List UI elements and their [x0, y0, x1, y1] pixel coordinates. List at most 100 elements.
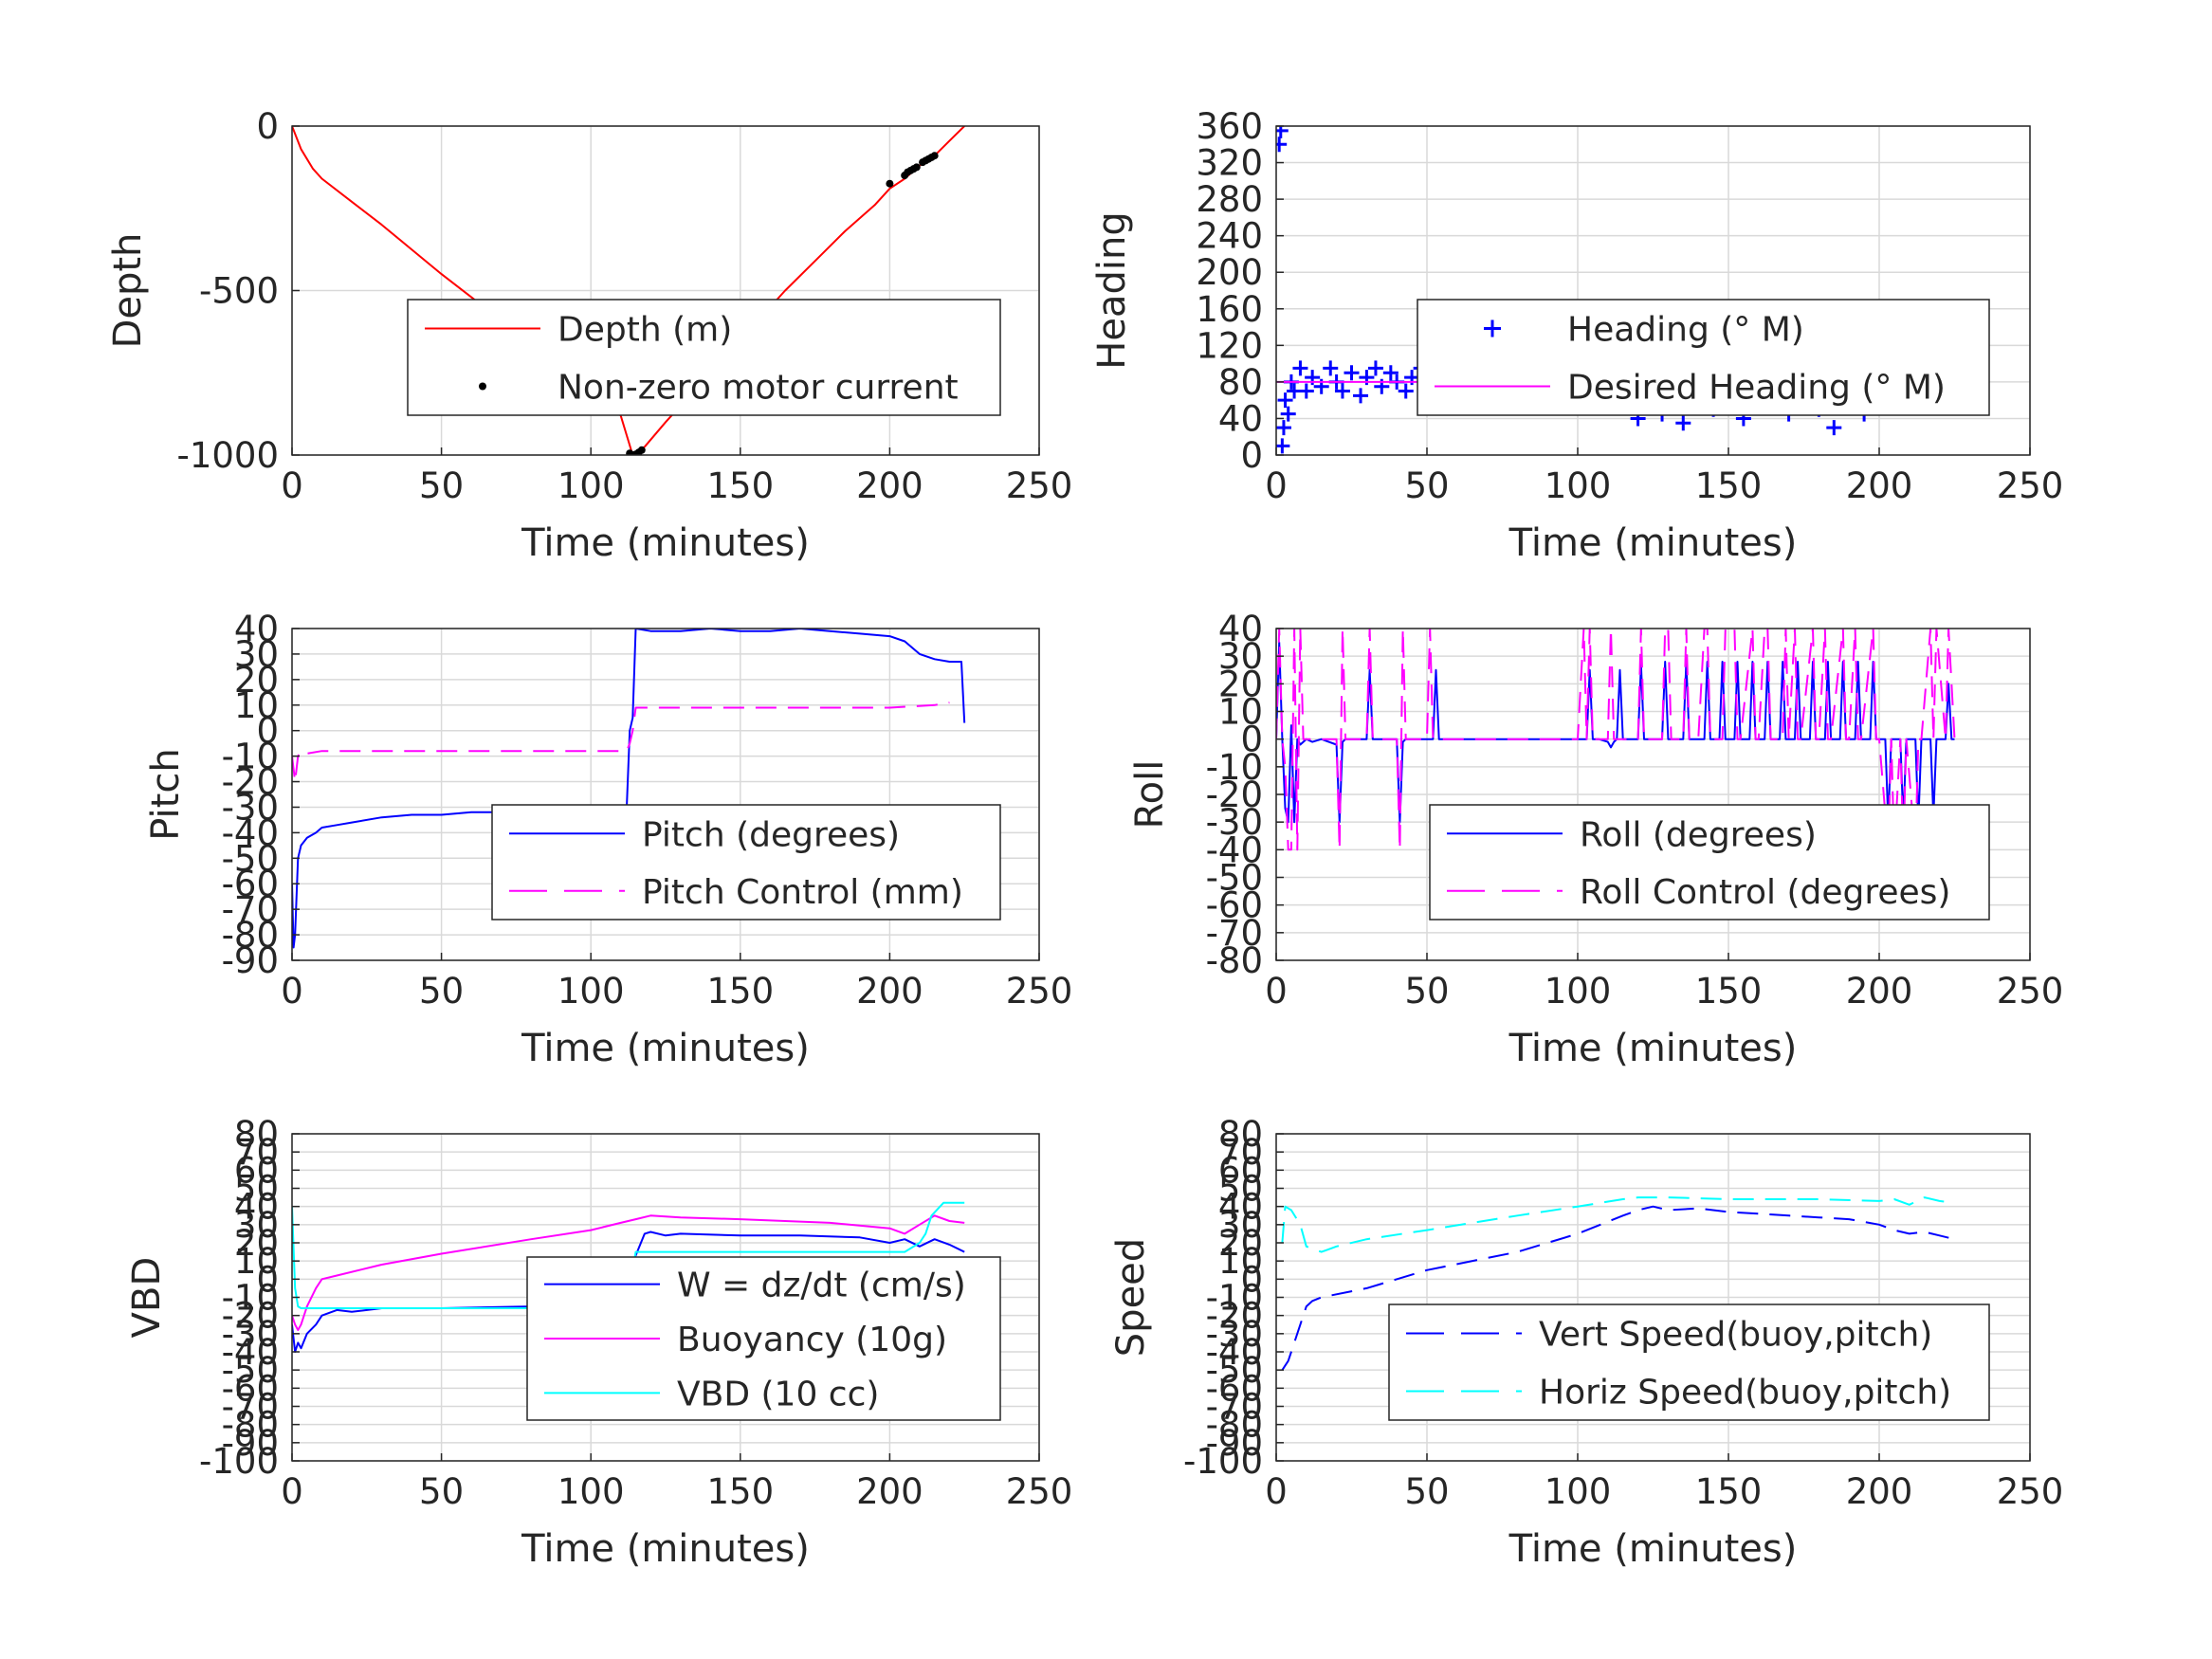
x-tick-label: 50: [1404, 971, 1449, 1012]
x-tick-label: 0: [281, 465, 303, 506]
y-tick-label: -60: [222, 864, 279, 904]
x-tick-label: 200: [856, 1471, 923, 1512]
y-tick-label: -10: [222, 1278, 279, 1319]
y-tick-label: -60: [222, 1368, 279, 1409]
y-tick-label: 20: [234, 1223, 279, 1264]
data-point: [1826, 420, 1842, 436]
legend-label: Heading (° M): [1567, 311, 1804, 350]
y-tick-label: -90: [222, 1423, 279, 1464]
y-tick-label: 120: [1196, 325, 1263, 366]
y-tick-label: 20: [1218, 664, 1263, 704]
x-tick-label: 100: [1545, 1471, 1612, 1512]
y-tick-label: -100: [199, 1441, 279, 1482]
y-tick-label: -30: [1206, 1314, 1263, 1355]
y-axis-label: Pitch: [144, 748, 188, 840]
legend-box: [1429, 804, 1990, 921]
x-axis-label: Time (minutes): [1508, 1527, 1798, 1571]
data-point: [1367, 360, 1383, 376]
panel-speed: 0 50 100 150 200 25080706050403020100-10-20-3…: [1109, 1114, 2063, 1571]
ticks: 0 50 100 150 200 25080706050403020100-10-20-3…: [1183, 1114, 2063, 1512]
data-point: [1276, 420, 1291, 436]
y-tick-label: -80: [1206, 1405, 1263, 1446]
legend-box: [1417, 299, 1990, 416]
x-tick-label: 100: [558, 1471, 625, 1512]
y-tick-label: 60: [234, 1150, 279, 1191]
x-tick-label: 0: [281, 1471, 303, 1512]
y-tick-label: -1000: [176, 435, 279, 476]
data-point: [1382, 365, 1398, 381]
series-roll-0: [1276, 641, 1955, 824]
y-tick-label: 30: [234, 1205, 279, 1246]
data-point: [886, 179, 894, 188]
legend-label: Pitch (degrees): [642, 815, 900, 854]
x-tick-label: 200: [856, 465, 923, 506]
axes-frame: [1275, 125, 2031, 456]
legend: Vert Speed(buoy,pitch) Horiz Speed(buoy,p…: [1388, 1304, 1990, 1421]
legend-label: Roll (degrees): [1580, 815, 1817, 854]
series-roll-1: [1276, 629, 1956, 851]
x-tick-label: 150: [1695, 1471, 1763, 1512]
panel-heading: 0 50 100 150 200 2500408012016020024028032036…: [1090, 106, 2063, 565]
y-tick-label: -30: [222, 787, 279, 828]
y-tick-label: 20: [234, 660, 279, 701]
y-tick-label: 40: [234, 1187, 279, 1228]
y-tick-label: -20: [1206, 775, 1263, 815]
y-tick-label: -90: [222, 940, 279, 981]
legend: Roll (degrees) Roll Control (degrees): [1429, 804, 1990, 921]
y-tick-label: 30: [1218, 636, 1263, 677]
legend-marker: [1484, 319, 1501, 337]
y-tick-label: 50: [1218, 1169, 1263, 1210]
y-tick-label: 10: [234, 1241, 279, 1282]
y-tick-label: 10: [1218, 692, 1263, 733]
data-point: [1344, 365, 1360, 381]
data-point: [1298, 383, 1314, 399]
data-point: [930, 152, 939, 160]
y-tick-label: -70: [222, 889, 279, 930]
y-tick-label: -80: [1206, 940, 1263, 981]
x-tick-label: 250: [1997, 971, 2064, 1012]
x-tick-label: 250: [1997, 465, 2064, 506]
y-axis-label: Roll: [1128, 760, 1172, 830]
legend-marker: [479, 382, 486, 391]
y-axis-label: Speed: [1109, 1238, 1153, 1357]
legend: Pitch (degrees) Pitch Control (mm): [491, 804, 1001, 921]
axes-frame: [291, 628, 1040, 961]
x-axis-label: Time (minutes): [521, 1027, 810, 1070]
data-point: [1276, 137, 1288, 153]
y-tick-label: 0: [256, 711, 279, 752]
y-tick-label: -90: [1206, 1423, 1263, 1464]
y-tick-label: -60: [1206, 885, 1263, 926]
x-tick-label: 100: [558, 465, 625, 506]
y-tick-label: 20: [1218, 1223, 1263, 1264]
x-tick-label: 100: [1545, 465, 1612, 506]
y-tick-label: -50: [222, 1350, 279, 1391]
legend: Depth (m) Non-zero motor current: [407, 299, 1001, 416]
y-tick-label: -50: [1206, 1350, 1263, 1391]
y-tick-label: -40: [222, 1332, 279, 1373]
x-tick-label: 150: [706, 465, 774, 506]
series-group: [292, 126, 965, 455]
y-tick-label: -30: [222, 1314, 279, 1355]
x-tick-label: 150: [1695, 971, 1763, 1012]
y-tick-label: -20: [222, 1296, 279, 1337]
y-tick-label: -70: [222, 1387, 279, 1428]
y-tick-label: -500: [199, 271, 279, 312]
y-axis-label: VBD: [125, 1257, 169, 1339]
x-tick-label: 250: [1997, 1471, 2064, 1512]
y-tick-label: 0: [256, 106, 279, 147]
y-tick-label: 200: [1196, 252, 1263, 293]
ticks: 0 50 100 150 200 250403020100-10-20-30-40-50-…: [1206, 609, 2064, 1012]
ticks: 0 50 100 150 200 2500408012016020024028032036…: [1196, 106, 2063, 506]
legend-label: Vert Speed(buoy,pitch): [1539, 1316, 1932, 1355]
y-tick-label: 40: [1218, 609, 1263, 649]
x-tick-label: 0: [1265, 1471, 1288, 1512]
x-axis-label: Time (minutes): [1508, 521, 1798, 565]
y-tick-label: -70: [1206, 1387, 1263, 1428]
y-tick-label: -40: [1206, 1332, 1263, 1373]
y-tick-label: 30: [1218, 1205, 1263, 1246]
y-tick-label: 80: [1218, 1114, 1263, 1155]
series-speed-0: [1281, 1205, 1955, 1371]
x-tick-label: 0: [281, 971, 303, 1012]
x-tick-label: 50: [419, 465, 464, 506]
data-point: [1292, 360, 1308, 376]
